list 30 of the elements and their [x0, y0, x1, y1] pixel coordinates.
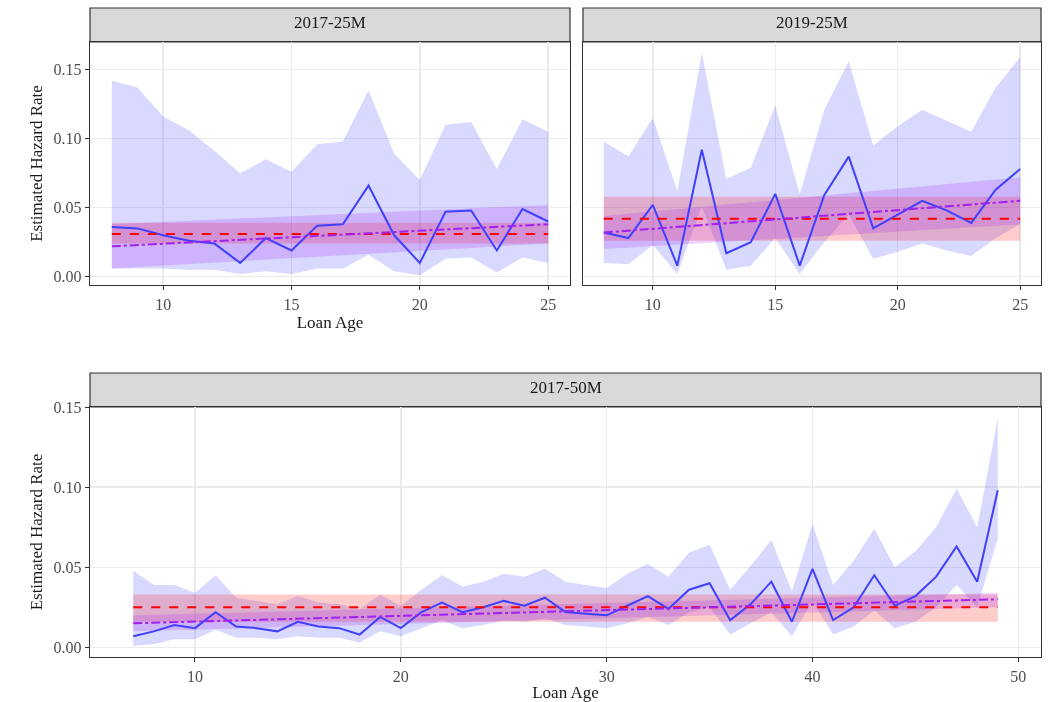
x-tick-label: 20 [889, 295, 906, 313]
x-tick-label: 25 [1012, 295, 1029, 313]
x-tick-label: 50 [1010, 667, 1027, 685]
y-tick-label: 0.15 [53, 398, 82, 416]
x-tick-label: 10 [644, 295, 661, 313]
x-tick-label: 20 [411, 295, 428, 313]
y-tick-label: 0.00 [53, 268, 82, 286]
chart-title: 2019-25M [776, 13, 848, 32]
y-tick-label: 0.10 [53, 130, 82, 148]
x-tick-label: 10 [155, 295, 172, 313]
x-tick-label: 10 [186, 667, 203, 685]
chart-title: 2017-25M [294, 13, 366, 32]
chart-title: 2017-50M [530, 378, 602, 397]
x-tick-label: 30 [598, 667, 615, 685]
y-axis-title: Estimated Hazard Rate [27, 453, 47, 611]
x-tick-label: 15 [283, 295, 300, 313]
line-series [132, 489, 999, 638]
y-tick-label: 0.05 [53, 558, 82, 576]
y-tick-label: 0.05 [53, 199, 82, 217]
x-tick-label: 20 [392, 667, 409, 685]
x-tick-label: 15 [767, 295, 784, 313]
x-axis-title: Loan Age [532, 683, 599, 702]
x-tick-label: 40 [804, 667, 821, 685]
y-tick-label: 0.00 [53, 638, 82, 656]
y-tick-label: 0.10 [53, 478, 82, 496]
y-axis-title: Estimated Hazard Rate [27, 85, 47, 242]
x-axis-title: Loan Age [296, 312, 364, 332]
y-tick-label: 0.15 [53, 61, 82, 79]
line-series [110, 184, 550, 264]
x-tick-label: 25 [540, 295, 557, 313]
